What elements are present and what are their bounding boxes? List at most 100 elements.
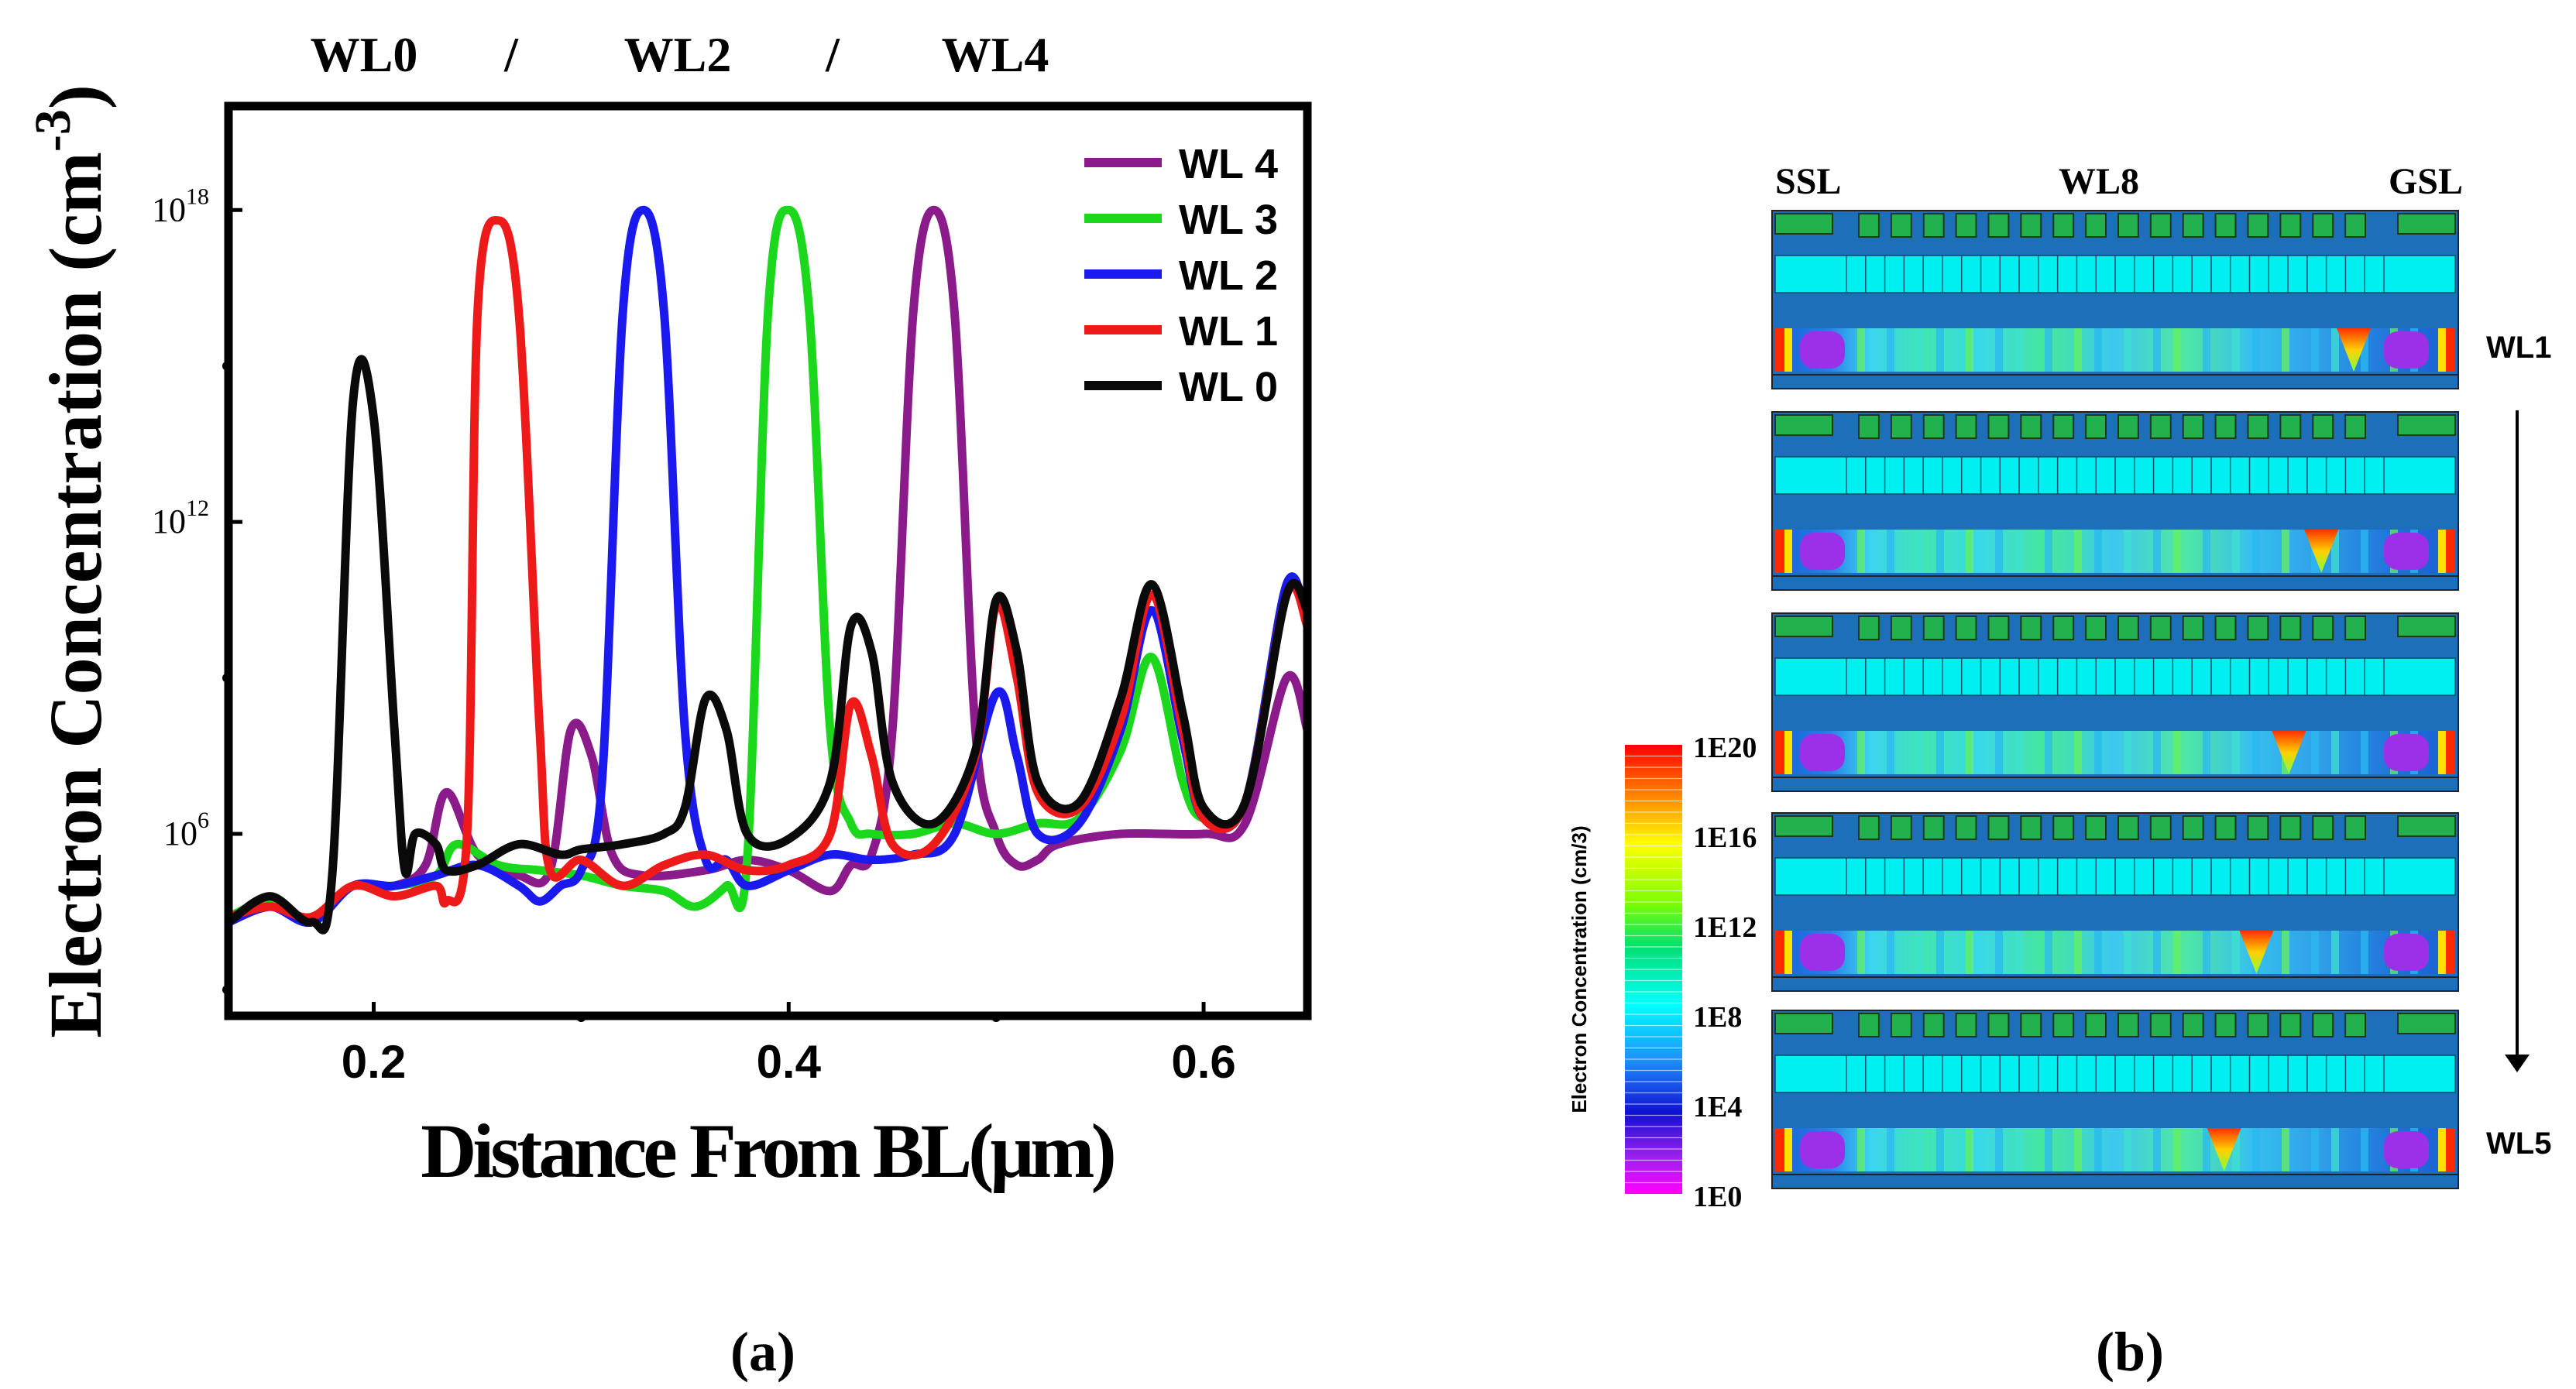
y-axis-label-exponent: -3: [25, 109, 81, 152]
colorbar-title: Electron Concentration (cm/3): [1568, 825, 1591, 1113]
wordline-gate: [2149, 1013, 2172, 1037]
drain-edge: [2446, 1128, 2455, 1171]
y-tick-base: 10: [163, 815, 197, 852]
channel-stripe: [2361, 328, 2368, 372]
wordline-gate: [2279, 414, 2302, 439]
drain-edge-yellow: [2438, 328, 2446, 372]
legend-label: WL 1: [1179, 308, 1278, 355]
hot-spot: [2304, 530, 2339, 573]
wordline-gate: [2247, 213, 2269, 238]
channel-stripe: [2074, 1128, 2082, 1171]
wordline-gate: [2344, 616, 2366, 640]
arrow-end-label: WL5: [2486, 1127, 2551, 1161]
channel-stripe: [2282, 931, 2289, 974]
series-layer: [228, 205, 1307, 935]
channel-stripe: [1966, 731, 1973, 774]
wordline-gate: [1955, 616, 1977, 640]
wordline-gate: [2149, 213, 2172, 238]
wordline-gate: [1987, 1013, 2010, 1037]
hot-spot: [2337, 328, 2372, 372]
wordline-gate: [1858, 616, 1880, 640]
wordline-gate: [2247, 616, 2269, 640]
depletion-pocket-right: [2384, 533, 2429, 570]
wordline-gate: [2312, 616, 2334, 640]
top-label-part: WL4: [942, 27, 1049, 82]
channel-stripe: [2124, 931, 2131, 974]
device-panel: [1771, 612, 2459, 792]
channel-stripe: [2045, 530, 2052, 573]
wordline-gate: [2052, 815, 2075, 840]
gsl-gate: [2397, 1013, 2456, 1034]
channel-stripe: [2094, 328, 2102, 372]
channel-stripe: [2074, 731, 2082, 774]
channel-stripe: [1936, 1128, 1944, 1171]
channel-stripe: [2015, 328, 2023, 372]
channel-stripe: [1916, 530, 1924, 573]
drain-edge-yellow: [2438, 530, 2446, 573]
wordline-gate: [1890, 213, 1912, 238]
wordline-gate: [2247, 1013, 2269, 1037]
channel-stripe: [2361, 931, 2368, 974]
channel-stripe: [2074, 328, 2082, 372]
ssl-gate: [1774, 815, 1833, 837]
wordline-gate: [2214, 213, 2237, 238]
depletion-pocket-right: [2384, 331, 2429, 369]
wordline-gate: [2312, 213, 2334, 238]
wordline-gate: [2279, 815, 2302, 840]
wordline-gate: [2020, 616, 2042, 640]
y-tick-exponent: 6: [197, 808, 209, 833]
source-edge-yellow: [1784, 530, 1792, 573]
legend-label: WL 0: [1179, 364, 1278, 410]
device-panel: [1771, 1010, 2459, 1189]
channel-stripe: [2203, 1128, 2210, 1171]
channel-stripe: [2311, 328, 2319, 372]
wordline-gate: [2344, 414, 2366, 439]
channel-stripe: [2153, 731, 2161, 774]
channel-layer: [1775, 530, 2455, 573]
drain-edge-yellow: [2438, 931, 2446, 974]
channel-stripe: [2015, 731, 2023, 774]
wordline-gate: [2344, 213, 2366, 238]
colorbar-tick-label: 1E0: [1693, 1181, 1742, 1213]
channel-stripe: [2094, 931, 2102, 974]
hot-spot: [2272, 731, 2306, 774]
wordline-gate: [2182, 1013, 2204, 1037]
wordline-gate: [2312, 1013, 2334, 1037]
channel-stripe: [1887, 328, 1894, 372]
channel-stripe: [2282, 1128, 2289, 1171]
channel-stripe: [1966, 1128, 1973, 1171]
series-line-wl2: [228, 205, 1307, 928]
wordline-gate: [2279, 616, 2302, 640]
channel-stripe: [1936, 931, 1944, 974]
wordline-gate: [1987, 815, 2010, 840]
channel-stripe: [2252, 328, 2260, 372]
channel-layer: [1775, 731, 2455, 774]
channel-stripe: [2173, 931, 2181, 974]
wordline-gate: [2182, 414, 2204, 439]
source-edge: [1775, 1128, 1784, 1171]
channel-stripe: [2015, 1128, 2023, 1171]
source-edge: [1775, 931, 1784, 974]
top-label-part: WL2: [624, 27, 732, 82]
wordline-gate: [2052, 616, 2075, 640]
channel-stripe: [2361, 1128, 2368, 1171]
channel-stripe: [1887, 931, 1894, 974]
arrow-start-label: WL1: [2486, 331, 2551, 365]
y-tick-exponent: 18: [186, 183, 209, 209]
x-tick-label: 0.6: [1171, 1036, 1235, 1088]
channel-stripe: [2331, 530, 2339, 573]
hot-spot: [2207, 1128, 2241, 1171]
channel-stripe: [2124, 1128, 2131, 1171]
wordline-gate: [2117, 815, 2139, 840]
wordline-gate: [1922, 414, 1945, 439]
y-tick-base: 10: [152, 502, 186, 540]
channel-stripe: [1857, 1128, 1865, 1171]
channel-stripe: [2252, 530, 2260, 573]
channel-stripe: [2015, 530, 2023, 573]
colorbar-tick-label: 1E8: [1693, 1001, 1742, 1034]
colorbar-tick-label: 1E20: [1693, 732, 1757, 764]
x-axis-label: Distance From BL(μm): [421, 1108, 1113, 1194]
channel-stripe: [2252, 1128, 2260, 1171]
depletion-pocket-left: [1800, 1131, 1845, 1168]
